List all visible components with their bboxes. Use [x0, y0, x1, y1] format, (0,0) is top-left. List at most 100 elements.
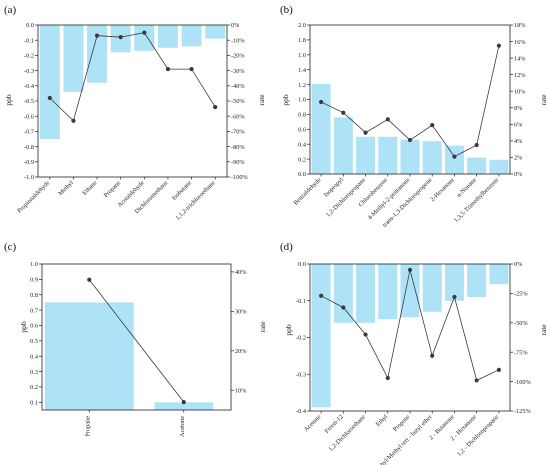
y-tick-label: 0.0	[298, 171, 306, 178]
panel-b-ylabel: ppb	[281, 94, 290, 106]
y-tick-label: 0.2	[298, 156, 306, 163]
y-tick-label: 1.6	[298, 52, 306, 59]
x-tick-label: Isobutane	[171, 179, 193, 201]
y-tick-label: -0.9	[24, 159, 34, 166]
y-tick-label: -0.2	[296, 335, 306, 342]
bar-2	[333, 264, 353, 323]
y-tick-label: 1.0	[298, 97, 306, 104]
y2-tick-label: -75%	[514, 349, 528, 356]
bar-4	[378, 136, 398, 174]
x-tick-label: Acetone	[303, 413, 323, 433]
y-tick-label: -0.1	[296, 298, 306, 305]
rate-point-1	[47, 95, 52, 101]
rate-point-5	[407, 137, 413, 143]
y2-tick-label: -10%	[231, 37, 245, 44]
y2-tick-label: -100%	[514, 379, 532, 386]
y-tick-label: 0.3	[30, 369, 38, 376]
panel-d-y2label: rate	[539, 324, 548, 336]
y-tick-label: 0.4	[298, 141, 307, 148]
rate-point-8	[213, 104, 218, 110]
bar-6	[422, 141, 442, 174]
rate-point-1	[319, 99, 324, 105]
y2-tick-label: 30%	[235, 309, 247, 316]
y-tick-label: -0.1	[24, 37, 34, 44]
rate-point-2	[181, 400, 186, 405]
y2-tick-label: -50%	[231, 98, 245, 105]
y2-tick-label: 6%	[514, 122, 523, 129]
rate-point-7	[452, 154, 457, 159]
y2-tick-label: -50%	[514, 320, 528, 327]
x-tick-label: Ethyl	[375, 413, 390, 428]
rate-point-4	[385, 117, 390, 122]
y-tick-label: 0.6	[298, 127, 306, 134]
rate-point-2	[341, 305, 346, 310]
x-tick-label: Benzaldehyde	[292, 176, 322, 206]
x-tick-label: Freon-12	[323, 413, 344, 434]
y2-tick-label: 12%	[514, 72, 526, 79]
bar-2	[63, 25, 84, 92]
rate-point-9	[496, 43, 501, 48]
y2-tick-label: -90%	[231, 159, 245, 166]
y-tick-label: 0.9	[30, 277, 38, 284]
y2-tick-label: -25%	[514, 291, 528, 298]
y-tick-label: -0.5	[24, 98, 34, 105]
rate-point-8	[474, 142, 479, 148]
y-tick-label: -1.0	[24, 174, 34, 181]
bar-9	[489, 159, 509, 174]
y2-tick-label: 20%	[235, 348, 247, 355]
bar-8	[467, 157, 487, 174]
bar-6	[422, 264, 442, 312]
panel-a-ylabel: ppb	[4, 94, 13, 106]
y-tick-label: 0.0	[298, 261, 306, 268]
y-tick-label: 1.8	[298, 37, 306, 44]
y2-tick-label: 0%	[514, 171, 523, 178]
bar-5	[400, 139, 420, 174]
x-tick-label: 1,2 - Dichloropropane	[456, 413, 501, 458]
panel-b: (b) ppb rate 0.0 0.2 0.4 0.6 0.8 1.0 1.2 1.4 1.6…	[280, 4, 548, 229]
y-tick-label: 0.8	[298, 112, 306, 119]
rate-point-9	[496, 367, 501, 372]
y2-tick-label: 10%	[235, 387, 247, 394]
x-tick-label: Propane	[84, 416, 91, 437]
panel-c-ylabel: ppb	[19, 321, 28, 333]
x-tick-label: 1,3,5-Trimethylbenzene	[453, 176, 501, 224]
panel-a: (a) ppb rate -1.0 -0.9 -0.8 -0.7 -0.6 -0.5 -0.…	[4, 4, 266, 222]
x-tick-label: 4-Methyl-2-pentanone	[366, 176, 411, 221]
y2-tick-label: 8%	[514, 105, 523, 112]
y-tick-label: -0.6	[24, 113, 34, 120]
bar-1	[311, 264, 331, 408]
x-tick-label: Propane	[103, 179, 123, 199]
y-tick-label: 1.4	[298, 67, 307, 74]
rate-point-4	[385, 375, 390, 381]
y-tick-label: -0.4	[24, 83, 35, 90]
y2-tick-label: 18%	[514, 22, 526, 29]
y-tick-label: 0.8	[30, 292, 38, 299]
y2-tick-label: -100%	[231, 174, 249, 181]
rate-point-3	[363, 130, 368, 135]
y2-tick-label: -125%	[514, 408, 532, 415]
y2-tick-label: 40%	[235, 269, 247, 276]
y-tick-label: 0.0	[26, 22, 34, 29]
rate-point-5	[407, 267, 413, 272]
bar-7	[444, 264, 464, 301]
y-tick-label: -0.4	[296, 408, 307, 415]
y2-tick-label: -20%	[231, 53, 245, 60]
rate-point-7	[189, 66, 194, 72]
panel-a-y2label: rate	[257, 94, 266, 106]
panel-a-label: (a)	[4, 4, 17, 16]
bar-5	[400, 264, 420, 318]
rate-point-8	[474, 378, 479, 383]
y2-tick-label: 4%	[514, 138, 523, 145]
y-tick-label: -0.7	[24, 129, 34, 136]
bar-2	[333, 117, 353, 174]
bar-2	[154, 402, 214, 410]
y-tick-label: -0.3	[24, 68, 34, 75]
y2-tick-label: -80%	[231, 144, 245, 151]
y-tick-label: 0.2	[30, 384, 38, 391]
y2-tick-label: -60%	[231, 113, 245, 120]
bar-9	[489, 264, 509, 285]
y-tick-label: 1.2	[298, 82, 306, 89]
rate-line	[49, 32, 216, 122]
bar-3	[356, 264, 376, 323]
